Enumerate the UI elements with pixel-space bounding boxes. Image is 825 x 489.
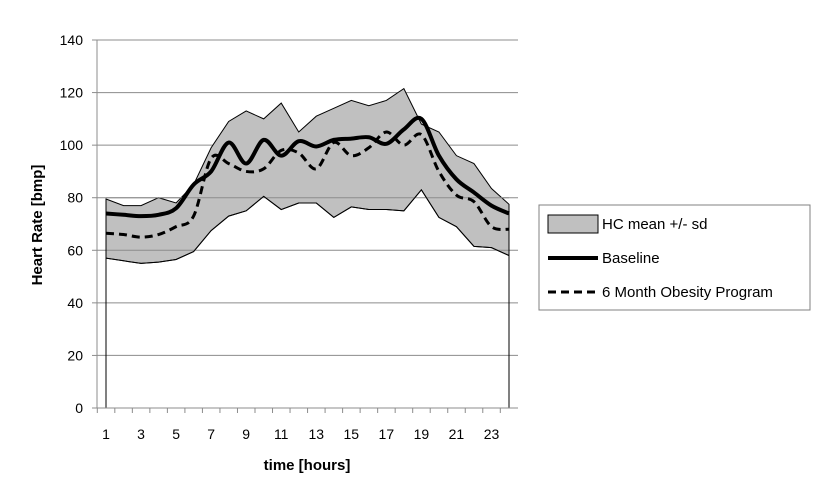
y-axis-title: Heart Rate [bmp]: [29, 165, 46, 286]
x-axis-title: time [hours]: [264, 457, 351, 474]
x-tick-label-13: 13: [308, 426, 324, 442]
x-tick-label-17: 17: [379, 426, 395, 442]
legend: HC mean +/- sd Baseline 6 Month Obesity …: [538, 204, 811, 311]
y-tick-label-100: 100: [60, 137, 84, 153]
x-tick-label-5: 5: [172, 426, 180, 442]
series-lines-layer: [105, 115, 510, 239]
x-tick-label-1: 1: [102, 426, 110, 442]
x-tick-labels: 1 3 5 7 9 11 13 15 17 19 21 23: [102, 426, 499, 442]
hc-band-layer: [105, 87, 510, 409]
y-tick-label-20: 20: [67, 347, 83, 363]
y-tick-label-0: 0: [75, 400, 83, 416]
x-tick-label-11: 11: [274, 426, 289, 442]
legend-label-baseline: Baseline: [602, 250, 660, 267]
series-line-baseline: [105, 115, 510, 219]
y-tick-label-80: 80: [67, 190, 83, 206]
legend-label-obesity-program: 6 Month Obesity Program: [602, 284, 773, 301]
x-tick-label-23: 23: [484, 426, 500, 442]
x-tick-label-15: 15: [344, 426, 360, 442]
x-tick-label-19: 19: [414, 426, 430, 442]
y-tick-label-40: 40: [67, 295, 83, 311]
legend-label-band: HC mean +/- sd: [602, 216, 707, 233]
y-tick-label-140: 140: [60, 32, 84, 48]
band-lower-edge: [105, 188, 510, 264]
x-tick-label-3: 3: [137, 426, 145, 442]
x-tick-label-21: 21: [449, 426, 465, 442]
axes: [92, 39, 518, 413]
legend-swatch-band: [547, 214, 599, 234]
y-tick-labels: 0 20 40 60 80 100 120 140: [60, 32, 84, 416]
series-line-obesity-program: [105, 130, 510, 239]
y-tick-label-120: 120: [60, 85, 84, 101]
y-tick-label-60: 60: [67, 242, 83, 258]
x-tick-label-9: 9: [242, 426, 250, 442]
x-tick-label-7: 7: [207, 426, 215, 442]
